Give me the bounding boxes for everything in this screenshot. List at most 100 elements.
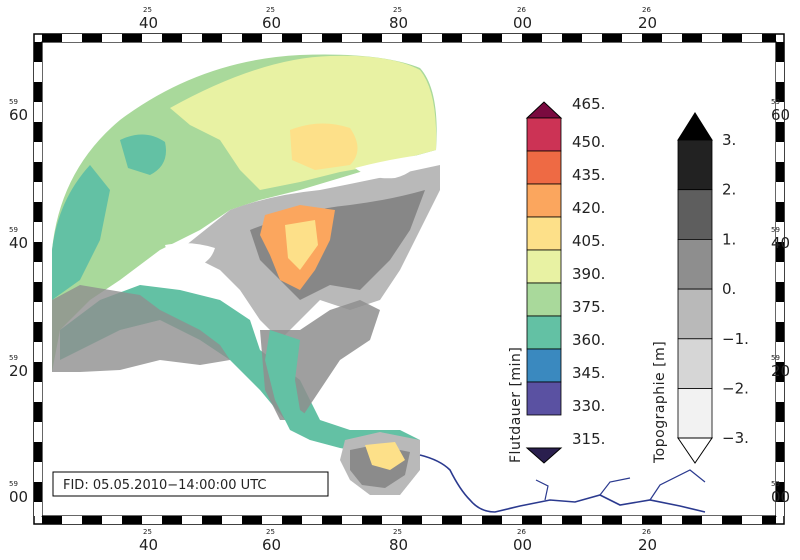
topo-legend-label: 1. bbox=[722, 230, 736, 248]
frame-check bbox=[742, 516, 762, 524]
frame-check bbox=[602, 34, 622, 42]
x-tick-label-top: 00 bbox=[513, 14, 532, 32]
frame-check bbox=[82, 516, 102, 524]
y-tick-small-left: 59 bbox=[9, 354, 18, 362]
y-tick-label-right: 60 bbox=[771, 106, 790, 124]
frame-check bbox=[776, 422, 784, 442]
frame-check bbox=[422, 34, 442, 42]
frame-check bbox=[34, 442, 42, 462]
frame-check bbox=[262, 34, 282, 42]
frame-check bbox=[34, 362, 42, 382]
frame-check bbox=[776, 302, 784, 322]
frame-check bbox=[382, 34, 402, 42]
orange-estuary-inner bbox=[285, 220, 318, 270]
y-tick-small-right: 59 bbox=[771, 98, 780, 106]
frame-check bbox=[162, 34, 182, 42]
frame-check bbox=[776, 502, 784, 516]
flood-legend-swatch bbox=[526, 381, 562, 416]
frame-check bbox=[776, 282, 784, 302]
frame-check bbox=[322, 34, 342, 42]
x-tick-small-top: 26 bbox=[642, 6, 651, 14]
flood-legend-swatch bbox=[526, 150, 562, 185]
frame-check bbox=[34, 462, 42, 482]
frame-check bbox=[702, 34, 722, 42]
frame-check bbox=[222, 516, 242, 524]
fid-text: FID: 05.05.2010−14:00:00 UTC bbox=[63, 478, 266, 493]
frame-check bbox=[62, 34, 82, 42]
frame-check bbox=[34, 502, 42, 516]
topo-legend-label: 3. bbox=[722, 131, 736, 149]
frame-check bbox=[502, 34, 522, 42]
teal-lower bbox=[60, 285, 420, 455]
frame-check bbox=[302, 516, 322, 524]
frame-check bbox=[776, 122, 784, 142]
frame-check bbox=[362, 34, 382, 42]
river-delta-flood bbox=[365, 442, 405, 470]
frame-check bbox=[776, 482, 784, 502]
frame-check bbox=[662, 516, 682, 524]
orange-patch bbox=[290, 123, 358, 170]
y-tick-label-right: 00 bbox=[771, 488, 790, 506]
x-tick-small-top: 25 bbox=[143, 6, 152, 14]
river-line bbox=[419, 454, 706, 513]
y-tick-label-left: 20 bbox=[9, 362, 28, 380]
frame-check bbox=[282, 516, 302, 524]
frame-check bbox=[776, 222, 784, 242]
x-tick-label-bottom: 20 bbox=[638, 536, 657, 554]
x-tick-label-bottom: 80 bbox=[389, 536, 408, 554]
x-tick-label-bottom: 40 bbox=[139, 536, 158, 554]
land-west bbox=[52, 285, 230, 372]
frame-check bbox=[402, 516, 422, 524]
frame-check bbox=[342, 34, 362, 42]
frame-check bbox=[562, 34, 582, 42]
x-tick-label-top: 80 bbox=[389, 14, 408, 32]
y-tick-small-left: 59 bbox=[9, 480, 18, 488]
y-tick-small-right: 59 bbox=[771, 226, 780, 234]
frame-check bbox=[34, 182, 42, 202]
frame-check bbox=[62, 516, 82, 524]
frame-check bbox=[34, 342, 42, 362]
frame-check bbox=[302, 34, 322, 42]
frame-check bbox=[202, 34, 222, 42]
frame-check bbox=[662, 34, 682, 42]
frame-check bbox=[776, 102, 784, 122]
topo-legend: 3. 2. 1. 0. −1. −2. −3. Topographie [m] bbox=[652, 112, 749, 464]
frame-check bbox=[582, 34, 602, 42]
topo-legend-swatch bbox=[677, 388, 713, 439]
frame-check bbox=[742, 34, 762, 42]
tributary-1 bbox=[599, 477, 631, 496]
topo-legend-label: 2. bbox=[722, 181, 736, 199]
frame-check bbox=[776, 202, 784, 222]
frame-check bbox=[34, 422, 42, 442]
flood-legend-label: 375. bbox=[572, 298, 605, 316]
tributary-3 bbox=[535, 479, 549, 501]
frame-check bbox=[562, 516, 582, 524]
frame-check bbox=[776, 342, 784, 362]
x-tick-label-bottom: 60 bbox=[262, 536, 281, 554]
frame-check bbox=[142, 516, 162, 524]
flood-legend-label: 465. bbox=[572, 95, 605, 113]
topo-legend-swatch bbox=[677, 189, 713, 240]
x-tick-small-bottom: 26 bbox=[517, 528, 526, 536]
frame-check bbox=[342, 516, 362, 524]
frame-check bbox=[722, 516, 742, 524]
frame-check bbox=[182, 516, 202, 524]
yellow-band bbox=[170, 55, 437, 191]
frame-check bbox=[776, 162, 784, 182]
topo-legend-title: Topographie [m] bbox=[652, 341, 668, 464]
frame-check bbox=[682, 516, 702, 524]
frame-check bbox=[776, 82, 784, 102]
frame-check bbox=[222, 34, 242, 42]
frame-check bbox=[182, 34, 202, 42]
flood-legend-label: 420. bbox=[572, 199, 605, 217]
frame-check bbox=[122, 34, 142, 42]
frame-check bbox=[776, 462, 784, 482]
frame-check bbox=[242, 516, 262, 524]
topo-legend-swatch bbox=[677, 288, 713, 340]
x-tick-label-top: 20 bbox=[638, 14, 657, 32]
frame-check bbox=[34, 102, 42, 122]
frame-check bbox=[762, 34, 776, 42]
y-tick-small-right: 59 bbox=[771, 480, 780, 488]
y-tick-small-right: 59 bbox=[771, 354, 780, 362]
topo-legend-label: −2. bbox=[722, 380, 749, 398]
